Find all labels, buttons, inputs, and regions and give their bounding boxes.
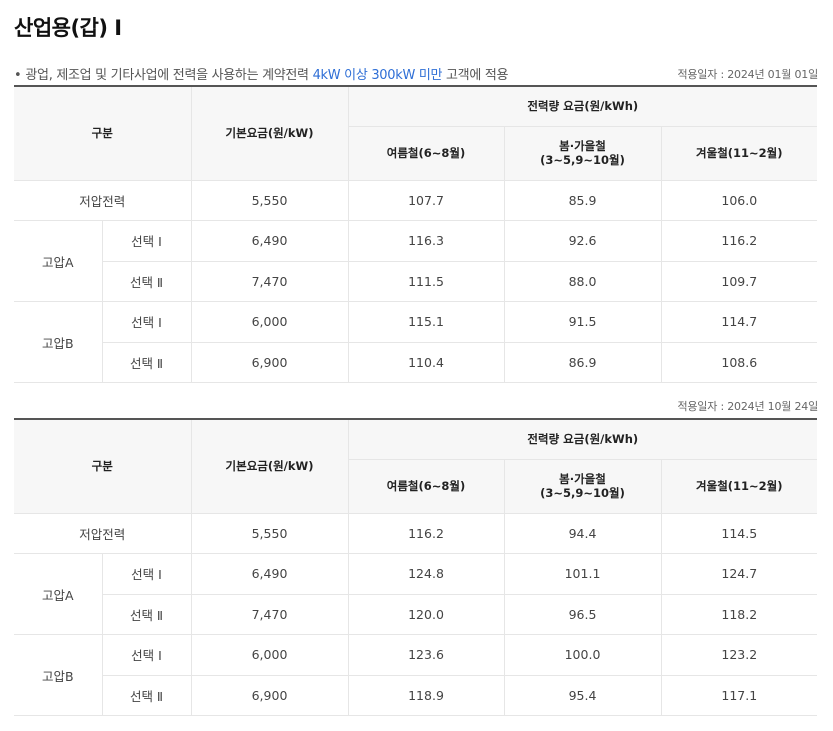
cell-summer: 118.9 [347,674,505,716]
cell-winter: 114.7 [660,301,818,343]
cell-base: 6,000 [190,301,349,343]
cell-summer: 120.0 [347,593,505,635]
header-spring-fall: 봄·가을철 (3~5,9~10월) [503,458,662,514]
description-suffix: 고객에 적용 [446,68,509,83]
cell-summer: 116.2 [347,512,505,554]
table-row: 고압A 선택 Ⅰ 6,490 124.8 101.1 124.7 [14,553,818,635]
rate-table: 구분 기본요금(원/kW) 전력량 요금(원/kWh) 여름철(6~8월) 봄·… [14,85,818,383]
cell-spring-fall: 101.1 [503,553,662,595]
row-option: 선택 Ⅰ [101,301,192,343]
cell-summer: 110.4 [347,341,505,383]
header-spring-fall-line1: 봄·가을철 [559,138,606,153]
cell-base: 6,490 [190,553,349,595]
row-option: 선택 Ⅰ [101,220,192,262]
cell-winter: 116.2 [660,220,818,262]
header-energy-rate: 전력량 요금(원/kWh) [347,85,818,127]
header-energy-rate: 전력량 요금(원/kWh) [347,418,818,460]
header-row: 여름철(6~8월) 봄·가을철 (3~5,9~10월) 겨울철(11~2월) [14,458,818,514]
cell-spring-fall: 88.0 [503,260,662,302]
cell-winter: 114.5 [660,512,818,554]
row-group: 고압A [14,220,103,302]
row-option: 선택 Ⅰ [101,553,192,595]
cell-spring-fall: 92.6 [503,220,662,262]
header-spring-fall: 봄·가을철 (3~5,9~10월) [503,125,662,181]
header-summer: 여름철(6~8월) [348,125,505,181]
row-group: 저압전력 [14,179,192,221]
cell-summer: 116.3 [347,220,505,262]
cell-base: 6,000 [190,634,349,676]
cell-summer: 111.5 [347,260,505,302]
table-row: 고압A 선택 Ⅰ 6,490 116.3 92.6 116.2 [14,220,818,302]
cell-spring-fall: 96.5 [503,593,662,635]
cell-winter: 106.0 [660,179,818,221]
cell-base: 6,490 [190,220,349,262]
row-option: 선택 Ⅱ [102,341,192,383]
cell-winter: 123.2 [660,634,818,676]
header-row: 여름철(6~8월) 봄·가을철 (3~5,9~10월) 겨울철(11~2월) [14,125,818,181]
header-summer: 여름철(6~8월) [348,458,505,514]
cell-winter: 118.2 [660,593,818,635]
header-spring-fall-line2: (3~5,9~10월) [540,486,625,500]
cell-summer: 123.6 [347,634,505,676]
row-option: 선택 Ⅱ [102,593,192,635]
header-winter: 겨울철(11~2월) [660,125,818,181]
table-row: 고압B 선택 Ⅰ 6,000 115.1 91.5 114.7 [14,301,818,383]
table-row: 저압전력 5,550 116.2 94.4 114.5 [14,512,818,554]
row-group: 고압B [14,634,103,716]
table-row: 선택 Ⅱ 7,470 120.0 96.5 118.2 [14,593,818,635]
row-option: 선택 Ⅱ [102,674,192,716]
header-spring-fall-line1: 봄·가을철 [559,471,606,486]
table-row: 고압B 선택 Ⅰ 6,000 123.6 100.0 123.2 [14,634,818,716]
row-group: 고압A [14,553,103,635]
cell-summer: 115.1 [347,301,505,343]
cell-base: 5,550 [190,179,349,221]
table-row: 선택 Ⅱ 6,900 110.4 86.9 108.6 [14,341,818,383]
bullet: • [14,68,22,83]
cell-spring-fall: 94.4 [503,512,662,554]
cell-spring-fall: 95.4 [503,674,662,716]
cell-summer: 107.7 [347,179,505,221]
header-division: 구분 [14,418,192,514]
rate-table: 구분 기본요금(원/kW) 전력량 요금(원/kWh) 여름철(6~8월) 봄·… [14,418,818,716]
header-row: 구분 기본요금(원/kW) 전력량 요금(원/kWh) [14,418,818,514]
cell-spring-fall: 86.9 [503,341,662,383]
cell-base: 7,470 [190,593,349,635]
header-spring-fall-line2: (3~5,9~10월) [540,153,625,167]
tariff-description: • 광업, 제조업 및 기타사업에 전력을 사용하는 계약전력 4kW 이상 30… [14,64,508,83]
cell-spring-fall: 100.0 [503,634,662,676]
row-option: 선택 Ⅰ [101,634,192,676]
row-group: 고압B [14,301,103,383]
cell-base: 6,900 [190,341,349,383]
effective-date: 적용일자 : 2024년 01월 01일 [677,68,818,81]
cell-winter: 124.7 [660,553,818,595]
row-option: 선택 Ⅱ [102,260,192,302]
effective-date: 적용일자 : 2024년 10월 24일 [677,400,818,413]
header-base-rate: 기본요금(원/kW) [190,85,349,181]
header-base-rate: 기본요금(원/kW) [190,418,349,514]
header-row: 구분 기본요금(원/kW) 전력량 요금(원/kWh) [14,85,818,181]
cell-base: 5,550 [190,512,349,554]
table-row: 선택 Ⅱ 7,470 111.5 88.0 109.7 [14,260,818,302]
header-winter: 겨울철(11~2월) [660,458,818,514]
description-highlight: 4kW 이상 300kW 미만 [312,68,443,83]
page-title: 산업용(갑) Ⅰ [14,16,122,40]
cell-base: 6,900 [190,674,349,716]
row-group: 저압전력 [14,512,192,554]
header-division: 구분 [14,85,192,181]
cell-winter: 108.6 [660,341,818,383]
cell-spring-fall: 85.9 [503,179,662,221]
cell-winter: 109.7 [660,260,818,302]
table-row: 저압전력 5,550 107.7 85.9 106.0 [14,179,818,221]
cell-spring-fall: 91.5 [503,301,662,343]
cell-base: 7,470 [190,260,349,302]
table-row: 선택 Ⅱ 6,900 118.9 95.4 117.1 [14,674,818,716]
cell-summer: 124.8 [347,553,505,595]
cell-winter: 117.1 [660,674,818,716]
description-prefix: 광업, 제조업 및 기타사업에 전력을 사용하는 계약전력 [25,68,309,83]
